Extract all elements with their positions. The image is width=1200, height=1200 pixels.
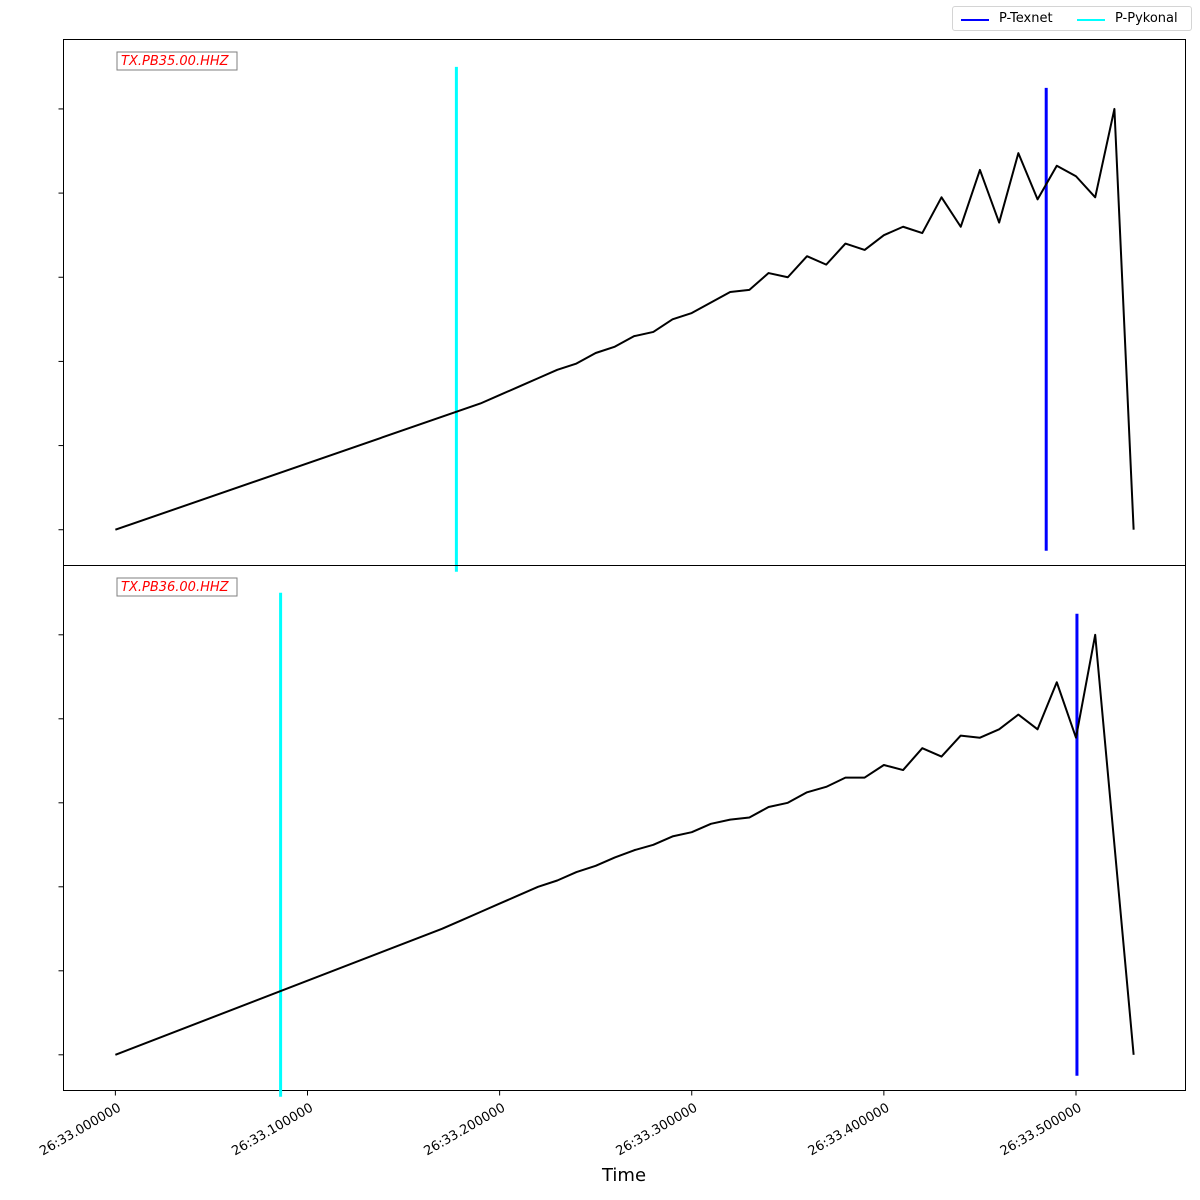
station-label-bottom: TX.PB36.00.HHZ xyxy=(121,580,230,595)
picks-top xyxy=(454,66,1048,572)
x-tick-label: 26:33.400000 xyxy=(806,1101,893,1160)
trace-line-top xyxy=(115,107,1135,531)
x-axis: 26:33.000000 26:33.100000 26:33.200000 26:3… xyxy=(37,1090,1085,1160)
x-tick-label: 26:33.100000 xyxy=(229,1101,316,1160)
panel-top: TX.PB35.00.HHZ xyxy=(58,39,1186,572)
legend-swatch-p-texnet xyxy=(961,19,989,21)
x-tick-label: 26:33.500000 xyxy=(998,1101,1085,1160)
station-label-box-top xyxy=(116,51,238,71)
legend-label-p-pykonal: P-Pykonal xyxy=(1115,11,1178,26)
x-tick-label: 26:33.000000 xyxy=(37,1101,124,1160)
picks-bottom xyxy=(279,592,1079,1097)
panel-bottom: TX.PB36.00.HHZ xyxy=(58,565,1186,1097)
station-label-box-bottom xyxy=(116,577,238,597)
x-axis-label: Time xyxy=(601,1165,646,1186)
legend-item-p-pykonal: P-Pykonal xyxy=(1077,10,1187,28)
legend-label-p-texnet: P-Texnet xyxy=(999,11,1053,26)
station-label-top: TX.PB35.00.HHZ xyxy=(121,54,230,69)
x-tick-label: 26:33.200000 xyxy=(422,1101,509,1160)
legend-item-p-texnet: P-Texnet xyxy=(961,10,1071,28)
y-ticks-top xyxy=(58,108,64,531)
axes-frame-bottom xyxy=(63,565,1186,1091)
axes-frame-top xyxy=(63,39,1186,566)
trace-line-bottom xyxy=(115,633,1135,1056)
legend-swatch-p-pykonal xyxy=(1077,19,1105,21)
x-tick-label: 26:33.300000 xyxy=(614,1101,701,1160)
legend: P-Texnet P-Pykonal xyxy=(952,6,1192,31)
y-ticks-bottom xyxy=(58,634,64,1056)
